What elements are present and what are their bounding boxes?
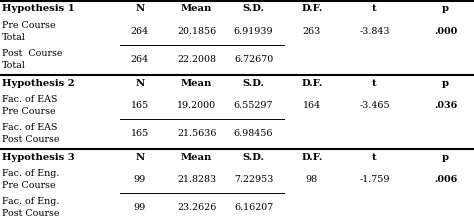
- Text: Pre Course: Pre Course: [2, 107, 55, 116]
- Text: 99: 99: [134, 203, 146, 211]
- Text: Total: Total: [2, 33, 26, 42]
- Text: S.D.: S.D.: [243, 5, 264, 14]
- Text: Fac. of Eng.: Fac. of Eng.: [2, 169, 59, 179]
- Text: S.D.: S.D.: [243, 78, 264, 87]
- Text: 263: 263: [303, 27, 321, 36]
- Text: Fac. of Eng.: Fac. of Eng.: [2, 198, 59, 206]
- Text: p: p: [442, 78, 449, 87]
- Text: 22.2008: 22.2008: [177, 54, 216, 63]
- Text: 6.98456: 6.98456: [234, 128, 273, 138]
- Text: p: p: [442, 5, 449, 14]
- Text: N: N: [135, 5, 145, 14]
- Text: N: N: [135, 153, 145, 162]
- Text: -3.843: -3.843: [359, 27, 390, 36]
- Text: 20.1856: 20.1856: [177, 27, 216, 36]
- Text: Hypothesis 2: Hypothesis 2: [2, 78, 74, 87]
- Text: 19.2000: 19.2000: [177, 100, 216, 109]
- Text: Total: Total: [2, 61, 26, 70]
- Text: Post Course: Post Course: [2, 209, 60, 218]
- Text: Mean: Mean: [181, 5, 212, 14]
- Text: Hypothesis 3: Hypothesis 3: [2, 153, 75, 162]
- Text: 165: 165: [131, 100, 149, 109]
- Text: Post Course: Post Course: [2, 135, 60, 144]
- Text: 6.72670: 6.72670: [234, 54, 273, 63]
- Text: 6.91939: 6.91939: [234, 27, 273, 36]
- Text: N: N: [135, 78, 145, 87]
- Text: Post  Course: Post Course: [2, 49, 63, 58]
- Text: Pre Course: Pre Course: [2, 21, 55, 31]
- Text: .000: .000: [434, 27, 457, 36]
- Text: Mean: Mean: [181, 78, 212, 87]
- Text: 6.55297: 6.55297: [234, 100, 273, 109]
- Text: 264: 264: [131, 27, 149, 36]
- Text: 98: 98: [306, 174, 318, 184]
- Text: 99: 99: [134, 174, 146, 184]
- Text: 21.5636: 21.5636: [177, 128, 217, 138]
- Text: Hypothesis 1: Hypothesis 1: [2, 5, 75, 14]
- Text: Mean: Mean: [181, 153, 212, 162]
- Text: 264: 264: [131, 54, 149, 63]
- Text: Fac. of EAS: Fac. of EAS: [2, 123, 57, 133]
- Text: 7.22953: 7.22953: [234, 174, 273, 184]
- Text: .036: .036: [434, 100, 457, 109]
- Text: D.F.: D.F.: [301, 153, 323, 162]
- Text: 6.16207: 6.16207: [234, 203, 273, 211]
- Text: t: t: [372, 5, 377, 14]
- Text: p: p: [442, 153, 449, 162]
- Text: D.F.: D.F.: [301, 5, 323, 14]
- Text: .006: .006: [434, 174, 457, 184]
- Text: t: t: [372, 153, 377, 162]
- Text: -3.465: -3.465: [359, 100, 390, 109]
- Text: 164: 164: [303, 100, 321, 109]
- Text: 21.8283: 21.8283: [177, 174, 216, 184]
- Text: Fac. of EAS: Fac. of EAS: [2, 95, 57, 104]
- Text: t: t: [372, 78, 377, 87]
- Text: D.F.: D.F.: [301, 78, 323, 87]
- Text: Pre Course: Pre Course: [2, 181, 55, 190]
- Text: 23.2626: 23.2626: [177, 203, 217, 211]
- Text: -1.759: -1.759: [359, 174, 390, 184]
- Text: S.D.: S.D.: [243, 153, 264, 162]
- Text: 165: 165: [131, 128, 149, 138]
